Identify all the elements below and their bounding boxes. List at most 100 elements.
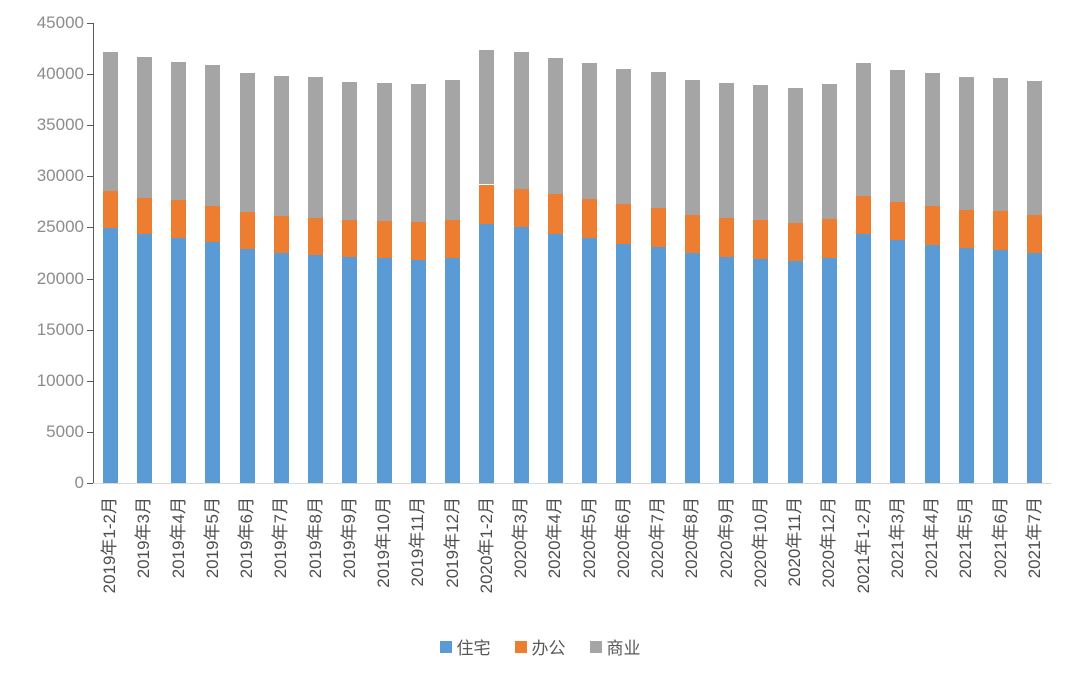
bar-segment-office — [239, 212, 255, 249]
bar-segment-residential — [753, 259, 769, 483]
x-category-label: 2019年5月 — [202, 497, 222, 579]
x-category-label: 2019年8月 — [305, 497, 325, 579]
bar-segment-residential — [410, 260, 426, 483]
y-tick-label: 0 — [74, 473, 84, 492]
bar-segment-residential — [616, 243, 632, 483]
y-tick-mark — [87, 329, 93, 331]
y-tick-label: 30000 — [36, 166, 84, 186]
x-axis-line — [93, 483, 1052, 484]
bar-segment-commercial — [616, 69, 632, 204]
bar-segment-office — [376, 221, 392, 259]
bar-segment-commercial — [958, 77, 974, 211]
bar-segment-office — [547, 193, 563, 234]
legend-label: 住宅 — [456, 639, 491, 658]
y-tick-mark — [87, 431, 93, 433]
y-tick-label: 15000 — [36, 319, 84, 339]
bar-segment-residential — [719, 257, 735, 483]
bar-segment-residential — [684, 253, 700, 483]
x-category-label: 2019年1-2月 — [100, 497, 120, 594]
x-category-label: 2019年4月 — [168, 497, 188, 579]
bar-segment-commercial — [753, 85, 769, 221]
y-axis-line — [93, 23, 94, 483]
bar-segment-office — [445, 220, 461, 259]
x-category-label: 2021年7月 — [1024, 497, 1044, 579]
x-category-label: 2020年5月 — [579, 497, 599, 579]
bar-segment-residential — [993, 249, 1009, 483]
x-category-label: 2020年11月 — [785, 497, 805, 587]
legend-item-commercial: 商业 — [589, 634, 641, 659]
legend-label: 办公 — [531, 639, 566, 658]
bar-segment-residential — [924, 244, 940, 483]
bar-segment-office — [513, 188, 529, 228]
x-category-label: 2020年8月 — [682, 497, 702, 579]
bar-segment-commercial — [890, 70, 906, 202]
bar-segment-commercial — [993, 78, 1009, 212]
y-tick-mark — [87, 227, 93, 229]
bar-segment-office — [582, 198, 598, 238]
y-tick-mark — [87, 278, 93, 280]
bar-segment-office — [924, 205, 940, 245]
x-category-label: 2020年9月 — [716, 497, 736, 579]
y-tick-label: 25000 — [36, 217, 84, 237]
x-category-label: 2021年4月 — [922, 497, 942, 579]
bar-segment-commercial — [102, 51, 118, 191]
bar-segment-office — [273, 216, 289, 253]
bar-segment-commercial — [445, 80, 461, 221]
y-tick-mark — [87, 380, 93, 382]
bar-segment-office — [650, 208, 666, 247]
x-category-label: 2021年6月 — [990, 497, 1010, 579]
bar-segment-residential — [479, 224, 495, 483]
bar-segment-office — [205, 205, 221, 242]
bar-segment-office — [719, 218, 735, 258]
bar-segment-commercial — [410, 84, 426, 223]
bar-segment-residential — [513, 227, 529, 483]
bar-segment-commercial — [136, 56, 152, 198]
bar-segment-commercial — [479, 49, 495, 185]
bar-segment-office — [958, 210, 974, 248]
bar-segment-residential — [958, 247, 974, 483]
bar-segment-commercial — [513, 51, 529, 189]
y-tick-mark — [87, 176, 93, 178]
bar-segment-residential — [547, 233, 563, 483]
y-tick-mark — [87, 483, 93, 484]
bar-segment-office — [753, 220, 769, 260]
legend-swatch-commercial — [589, 640, 602, 653]
x-category-label: 2019年10月 — [374, 497, 394, 588]
legend-swatch-residential — [439, 640, 452, 653]
bar-segment-residential — [308, 255, 324, 483]
x-category-label: 2020年3月 — [511, 497, 531, 579]
bar-segment-residential — [821, 258, 837, 483]
bar-segment-commercial — [205, 64, 221, 206]
bar-segment-residential — [205, 241, 221, 483]
legend-label: 商业 — [606, 639, 641, 658]
x-category-label: 2021年3月 — [887, 497, 907, 579]
y-tick-label: 10000 — [36, 370, 84, 390]
bar-segment-residential — [787, 261, 803, 483]
bar-segment-commercial — [856, 62, 872, 196]
y-tick-label: 5000 — [46, 421, 84, 441]
bar-segment-commercial — [1027, 81, 1043, 216]
bar-segment-commercial — [239, 73, 255, 213]
bar-segment-office — [787, 223, 803, 262]
x-category-label: 2021年1-2月 — [853, 497, 873, 594]
legend-swatch-office — [514, 640, 527, 653]
bar-segment-residential — [890, 239, 906, 483]
bar-segment-office — [410, 222, 426, 261]
bar-segment-residential — [171, 237, 187, 483]
bar-segment-office — [136, 197, 152, 234]
y-tick-mark — [87, 23, 93, 24]
bar-segment-residential — [445, 258, 461, 483]
bar-segment-office — [171, 199, 187, 238]
y-tick-label: 35000 — [36, 115, 84, 135]
legend-item-residential: 住宅 — [439, 634, 491, 659]
bar-segment-residential — [582, 237, 598, 483]
bar-segment-commercial — [273, 76, 289, 217]
bar-segment-commercial — [924, 73, 940, 206]
bar-segment-residential — [136, 233, 152, 483]
legend: 住宅 办公 商业 — [0, 634, 1080, 659]
bar-segment-office — [684, 215, 700, 253]
x-category-label: 2019年7月 — [271, 497, 291, 579]
x-category-label: 2021年5月 — [956, 497, 976, 579]
y-tick-label: 20000 — [36, 268, 84, 288]
